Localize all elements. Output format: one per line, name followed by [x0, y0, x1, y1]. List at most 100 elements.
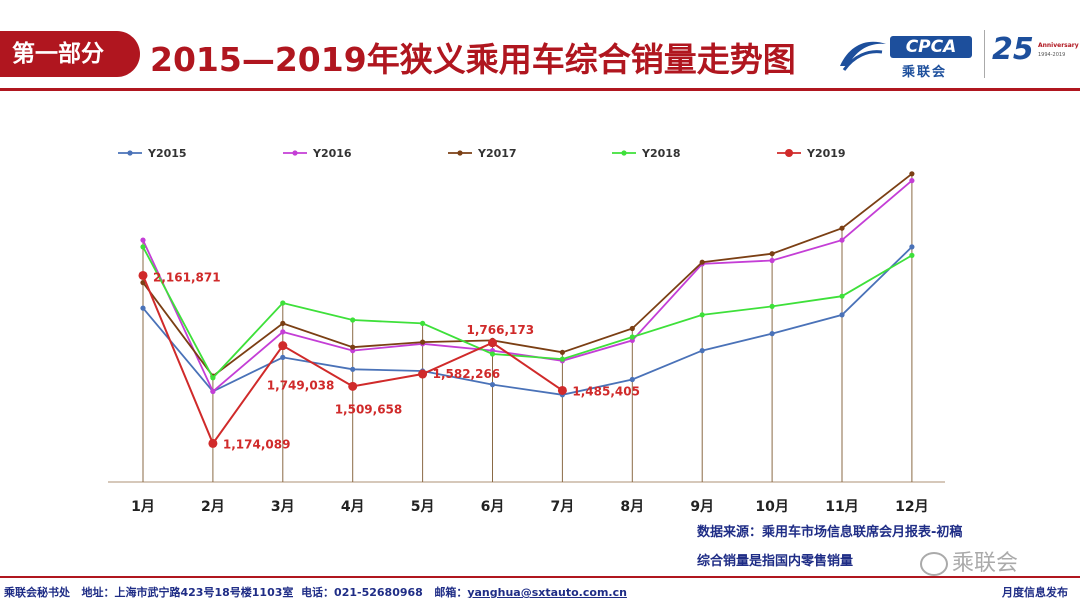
data-point-y2017 [140, 280, 146, 286]
data-point-y2015 [839, 312, 845, 318]
data-label: 1,749,038 [267, 379, 335, 393]
data-point-y2018 [140, 244, 146, 250]
data-point-y2017 [420, 339, 426, 345]
x-tick-label: 2月 [201, 499, 225, 515]
x-tick-label: 11月 [825, 499, 858, 515]
data-point-y2019 [208, 438, 218, 448]
data-point-y2018 [769, 303, 775, 309]
data-point-y2017 [699, 259, 705, 265]
data-point-y2017 [559, 349, 566, 355]
cpca-logo: CPCA [890, 36, 972, 58]
legend-label: Y2015 [147, 147, 187, 160]
cpca-logo-cn: 乘联会 [902, 65, 948, 80]
caida-logo-icon [840, 41, 886, 71]
x-tick-label: 10月 [755, 499, 788, 515]
data-point-y2015 [350, 366, 356, 372]
data-point-y2018 [420, 320, 426, 326]
series-line-y2016 [142, 179, 913, 393]
data-point-y2019 [557, 385, 567, 395]
footer-divider [0, 576, 1080, 578]
legend-swatch-marker [127, 150, 133, 156]
line-chart: 1月 2月 3月 4月 5月 6月 7月 8月 9月 10月 11月 12月 2,161,871 1,17… [108, 147, 945, 515]
header-divider [0, 88, 1080, 91]
source-note: 数据来源：乘用车市场信息联席会月报表-初稿 [697, 525, 963, 540]
data-point-y2016 [839, 237, 845, 243]
x-tick-label: 7月 [551, 499, 575, 515]
footer-right-label: 月度信息发布 [1002, 586, 1068, 599]
data-point-y2019 [488, 338, 497, 348]
data-label: 2,161,871 [153, 270, 221, 284]
data-point-y2018 [699, 312, 705, 318]
footer-email-label: 邮箱： [434, 586, 468, 599]
data-point-y2018 [350, 317, 356, 323]
legend-label: Y2016 [312, 147, 352, 160]
header: 第一部分 2015—2019年狭义乘用车综合销量走势图 CPCA 乘联会 25 … [0, 0, 1080, 95]
data-point-y2018 [489, 351, 496, 357]
data-point-y2015 [909, 244, 915, 250]
data-point-y2015 [629, 376, 635, 383]
data-label: 1,174,089 [223, 437, 291, 451]
wechat-icon [920, 552, 948, 576]
legend-swatch-marker [785, 149, 793, 157]
data-point-y2017 [839, 225, 845, 231]
footer: 乘联会秘书处 地址：上海市武宁路423号18号楼1103室 电话：021-526… [4, 584, 627, 600]
footer-address: 地址：上海市武宁路423号18号楼1103室 [81, 586, 294, 599]
x-tick-label: 12月 [895, 499, 928, 515]
legend-label: Y2018 [641, 147, 681, 160]
data-point-y2016 [909, 178, 915, 184]
data-point-y2017 [629, 325, 635, 332]
data-point-y2017 [280, 320, 286, 326]
data-point-y2019 [418, 369, 428, 379]
page-title: 2015—2019年狭义乘用车综合销量走势图 [150, 40, 796, 79]
x-tick-label: 8月 [620, 499, 644, 515]
anniversary-years: 1994-2019 [1038, 52, 1066, 58]
x-tick-label: 9月 [690, 499, 714, 515]
footer-org: 乘联会秘书处 [4, 586, 70, 599]
data-point-y2016 [280, 329, 286, 335]
x-tick-label: 6月 [481, 499, 505, 515]
data-point-y2016 [769, 257, 775, 264]
legend-swatch-marker [292, 150, 298, 156]
legend-swatch-marker [621, 150, 627, 156]
data-label: 1,582,266 [433, 367, 501, 381]
series-line-y2018 [142, 246, 913, 380]
data-point-y2016 [210, 388, 216, 394]
logo-separator [984, 30, 985, 78]
data-point-y2018 [280, 300, 286, 306]
series-line-y2017 [142, 173, 913, 378]
data-point-y2019 [138, 270, 148, 280]
wechat-watermark: 乘联会 [920, 545, 1018, 577]
definition-note: 综合销量是指国内零售销量 [697, 554, 854, 569]
data-point-y2018 [909, 252, 915, 258]
data-point-y2018 [559, 356, 566, 362]
data-point-y2015 [769, 331, 775, 337]
footer-email-link[interactable]: yanghua@sxtauto.com.cn [467, 586, 627, 599]
data-label: 1,485,405 [572, 384, 640, 398]
watermark-text: 乘联会 [952, 551, 1019, 576]
data-point-y2017 [909, 171, 915, 177]
data-label: 1,766,173 [467, 323, 535, 337]
data-point-y2015 [489, 382, 496, 388]
legend-swatch-marker [457, 150, 463, 156]
legend-label: Y2017 [477, 147, 517, 160]
anniversary-number: 25 [992, 32, 1034, 67]
legend-label: Y2019 [806, 147, 846, 160]
anniversary-label: Anniversary [1038, 42, 1079, 49]
x-tick-label: 1月 [131, 499, 155, 515]
data-point-y2015 [140, 305, 146, 311]
data-point-y2016 [140, 237, 146, 243]
logo-group: CPCA 乘联会 25 Anniversary 1994-2019 [838, 30, 1079, 80]
data-point-y2017 [769, 251, 775, 257]
data-point-y2018 [629, 334, 635, 340]
data-point-y2018 [839, 293, 845, 299]
series-line-y2015 [142, 246, 913, 396]
x-tick-label: 5月 [411, 499, 435, 515]
data-point-y2015 [699, 348, 705, 354]
data-point-y2019 [348, 381, 358, 391]
footer-phone: 电话：021-52680968 [301, 586, 423, 599]
data-point-y2019 [278, 341, 288, 351]
data-label: 1,509,658 [335, 402, 403, 416]
section-badge: 第一部分 [0, 31, 140, 77]
data-point-y2018 [210, 375, 216, 381]
x-tick-label: 4月 [341, 499, 365, 515]
